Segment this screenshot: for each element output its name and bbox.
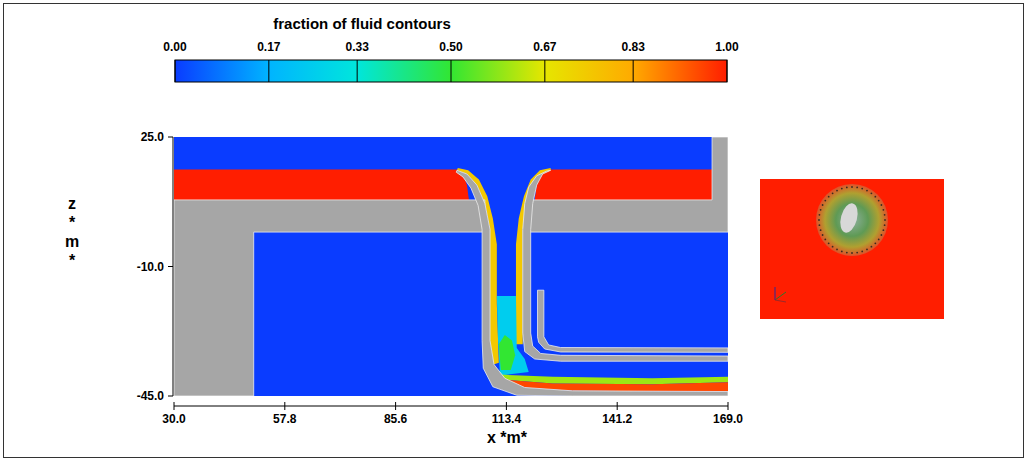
vortex-dot: [841, 250, 843, 252]
vortex-dot: [841, 188, 843, 190]
fluid-region: [174, 137, 728, 396]
plot-area: [174, 137, 728, 396]
vortex-dot: [820, 229, 822, 231]
vortex-dot: [851, 186, 853, 188]
vortex-dot: [851, 252, 853, 254]
triad-axis: [775, 287, 776, 300]
x-tick: [617, 402, 618, 410]
vortex-dot: [882, 229, 884, 231]
vortex-dot: [822, 204, 824, 206]
vortex-dot: [861, 250, 863, 252]
vortex-dot: [856, 187, 858, 189]
vortex-dot: [878, 200, 880, 202]
colorbar-tick: [633, 60, 634, 82]
colorbar: [175, 60, 727, 82]
colorbar-tick: [727, 60, 728, 82]
frame: [4, 4, 1024, 458]
y-axis-title-char: *: [69, 252, 76, 269]
vortex-dot: [870, 246, 872, 248]
colorbar-tick-label: 0.67: [533, 40, 557, 54]
colorbar-tick-label: 1.00: [715, 40, 739, 54]
vortex-core: [837, 201, 860, 234]
vortex-dot: [874, 242, 876, 244]
x-tick-label: 141.2: [602, 412, 632, 426]
vortex-dot: [819, 214, 821, 216]
y-tick: [168, 266, 173, 267]
x-tick: [284, 402, 285, 410]
chart: fraction of fluid contours 0.00 0.17 0.33 0.…: [0, 0, 1028, 462]
vortex: [816, 184, 888, 256]
vortex-dot: [874, 196, 876, 198]
colorbar-tick: [544, 60, 545, 82]
y-axis-title: z * m *: [65, 195, 79, 269]
vortex-dot: [846, 252, 848, 254]
vortex-dot: [884, 224, 886, 226]
colorbar-tick-label: 0.83: [621, 40, 645, 54]
x-tick-label: 113.4: [492, 412, 522, 426]
x-axis-title: x *m*: [487, 429, 528, 446]
vortex-dot: [822, 234, 824, 236]
obstacle: [537, 290, 728, 352]
vortex-dot: [881, 234, 883, 236]
y-tick-label: 25.0: [141, 130, 165, 144]
vortex-dot: [828, 196, 830, 198]
x-tick: [174, 402, 175, 410]
vortex-dot: [832, 192, 834, 194]
vortex-dot: [818, 219, 820, 221]
vortex-dot: [824, 238, 826, 240]
x-tick: [728, 402, 729, 410]
fluid-region: [535, 170, 712, 200]
x-tick-label: 57.8: [273, 412, 297, 426]
vortex-dot: [820, 209, 822, 211]
vortex-dot: [828, 242, 830, 244]
colorbar-tick-label: 0.33: [345, 40, 369, 54]
y-tick: [168, 137, 173, 138]
x-tick-label: 169.0: [713, 412, 743, 426]
fluid-region: [499, 335, 515, 370]
title: fraction of fluid contours: [273, 15, 451, 32]
obstacle: [523, 170, 728, 361]
obstacle: [527, 137, 728, 232]
vortex-dot: [878, 238, 880, 240]
triad-axis: [775, 292, 786, 300]
vortex-dot: [832, 246, 834, 248]
x-tick: [506, 402, 507, 410]
vortex-dot: [824, 200, 826, 202]
y-tick-label: -10.0: [137, 260, 165, 274]
triad-axis: [775, 300, 786, 302]
vortex-dot: [836, 190, 838, 192]
x-tick-label: 85.6: [384, 412, 408, 426]
colorbar-tick: [451, 60, 452, 82]
vortex-dot: [866, 249, 868, 251]
inset-view: [760, 179, 944, 319]
vortex-dot: [846, 187, 848, 189]
colorbar-tick: [175, 60, 176, 82]
vortex-dot: [882, 209, 884, 211]
y-axis-title-char: *: [69, 214, 76, 231]
colorbar-tick-label: 0.50: [439, 40, 463, 54]
y-axis-title-char: z: [68, 195, 76, 212]
fluid-region: [174, 170, 469, 200]
colorbar-tick: [357, 60, 358, 82]
x-tick-label: 30.0: [162, 412, 186, 426]
y-tick: [168, 396, 173, 397]
vortex-dot: [861, 188, 863, 190]
colorbar-tick-label: 0.17: [257, 40, 281, 54]
vortex-dot: [856, 252, 858, 254]
colorbar-tick-label: 0.00: [163, 40, 187, 54]
x-tick: [395, 402, 396, 410]
obstacle: [174, 200, 485, 396]
vortex-dot: [819, 224, 821, 226]
x-axis-line: [174, 406, 728, 407]
y-axis-title-char: m: [65, 233, 79, 250]
vortex-dot: [884, 214, 886, 216]
vortex-dot: [881, 204, 883, 206]
vortex-dot: [836, 249, 838, 251]
vortex-dot: [870, 192, 872, 194]
inset-background: [760, 179, 944, 319]
y-tick-label: -45.0: [137, 389, 165, 403]
vortex-dot: [866, 190, 868, 192]
colorbar-tick: [268, 60, 269, 82]
vortex-dot: [884, 219, 886, 221]
